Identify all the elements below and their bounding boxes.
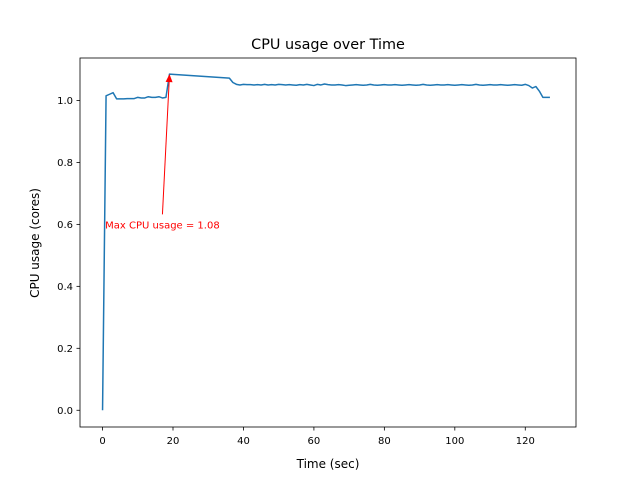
x-tick-label: 20 (167, 436, 180, 447)
y-tick-label: 0.8 (57, 158, 73, 169)
x-tick-label: 40 (237, 436, 250, 447)
x-tick-label: 100 (445, 436, 464, 447)
x-tick-label: 80 (378, 436, 391, 447)
x-axis-label: Time (sec) (296, 457, 360, 471)
annotation-layer: Max CPU usage = 1.08 (105, 74, 220, 231)
annotation-label: Max CPU usage = 1.08 (105, 220, 220, 231)
annotation-arrow-shaft (161, 75, 170, 215)
x-tick-label: 0 (99, 436, 105, 447)
x-tick-label: 120 (516, 436, 535, 447)
chart-title: CPU usage over Time (251, 37, 405, 53)
y-tick-label: 0.0 (57, 406, 73, 417)
y-tick-label: 0.6 (57, 220, 73, 231)
plot-area (79, 57, 577, 428)
x-tick-label: 60 (308, 436, 321, 447)
y-axis-label: CPU usage (cores) (28, 188, 42, 298)
series-line-0 (101, 73, 550, 411)
y-tick-label: 1.0 (57, 96, 73, 107)
annotation-arrow-head (165, 74, 173, 83)
plot-frame (79, 57, 577, 428)
series-layer (101, 73, 550, 411)
y-tick-label: 0.4 (57, 282, 73, 293)
y-tick-label: 0.2 (57, 344, 73, 355)
y-axis: 0.0 0.2 0.4 0.6 0.8 1.0 (57, 96, 80, 417)
x-axis: 0 20 40 60 80 100 120 (99, 427, 535, 447)
